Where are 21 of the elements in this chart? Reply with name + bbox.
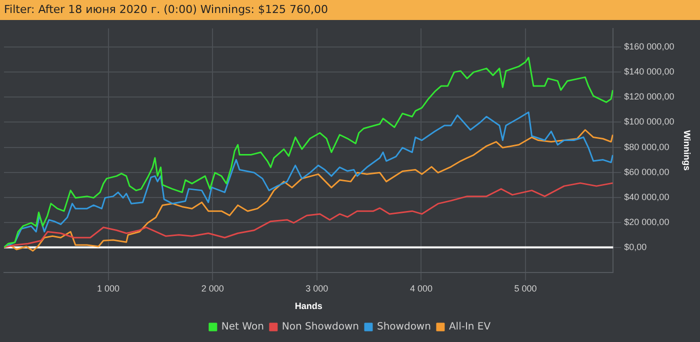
legend-label: All-In EV [448,322,491,333]
legend-label: Showdown [376,322,431,333]
x-tick-label: 2 000 [201,283,224,294]
y-tick-label: $40 000,00 [624,192,670,202]
x-tick-label: 3 000 [306,283,328,294]
y-tick-label: $80 000,00 [624,142,670,152]
y-tick-label: $100 000,00 [624,116,674,127]
y-tick-label: $160 000,00 [624,42,674,52]
x-axis-title: Hands [294,301,322,312]
y-axis-title: Winnings [682,130,692,171]
x-tick-label: 1 000 [97,283,120,294]
chart-title: Filter: After 18 июня 2020 г. (0:00) Winnings: $125 760,00 [0,0,700,20]
y-tick-label: $140 000,00 [624,66,674,77]
x-tick-label: 5 000 [514,283,537,294]
y-tick-label: $120 000,00 [624,92,674,102]
x-tick-label: 4 000 [410,283,432,294]
legend-label: Net Won [221,322,264,333]
y-tick-label: $0,00 [624,242,647,252]
legend-label: Non Showdown [282,322,359,333]
y-tick-label: $20 000,00 [624,216,670,227]
y-tick-label: $60 000,00 [624,166,670,177]
